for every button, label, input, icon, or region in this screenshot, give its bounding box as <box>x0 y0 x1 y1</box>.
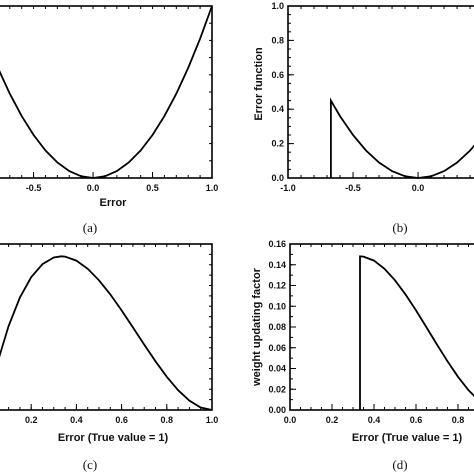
panel-a: -0.5 0.0 0.5 1.0 Error(a) <box>0 5 219 235</box>
series-line-c <box>0 255 213 411</box>
plot-frame-a <box>0 5 213 179</box>
panel-caption: (d) <box>392 457 407 472</box>
panel-caption: (c) <box>83 457 97 472</box>
y-axis-label: Error function <box>253 47 265 121</box>
y-axis-label: weight updating factor <box>251 267 263 387</box>
panel-c: 0.2 0.4 0.6 0.8 1.0 Error (True value = 1) (c) <box>0 243 219 472</box>
y-tick-label: 0.10 <box>268 301 286 311</box>
x-tick-label: 0.2 <box>25 415 38 425</box>
panel-caption: (b) <box>392 220 407 235</box>
x-tick-label: 0.2 <box>326 415 339 425</box>
series-line-a <box>0 5 213 179</box>
y-tick-label: 0.4 <box>271 104 284 114</box>
x-axis-label: Error (True value = 1) <box>58 432 169 444</box>
plot-frame-c <box>0 243 213 411</box>
x-tick-label: 0.8 <box>161 415 174 425</box>
x-tick-label: 0.4 <box>70 415 83 425</box>
y-tick-label: 0.12 <box>268 281 286 291</box>
y-tick-label: 0.02 <box>268 384 286 394</box>
x-tick-label: -1.0 <box>280 183 296 193</box>
x-tick-label: 0.5 <box>146 183 159 193</box>
y-tick-label: 0.04 <box>268 364 286 374</box>
y-tick-label: 0.2 <box>271 139 284 149</box>
panel-d: 0.0 0.2 0.4 0.6 0.8 0.00 0.02 0.04 0.06 0.08 0.10 0… <box>251 239 474 472</box>
y-tick-label: 0.08 <box>268 322 286 332</box>
series-line-b <box>329 97 474 179</box>
panel-caption: (a) <box>83 220 97 235</box>
y-tick-label: 0.14 <box>268 260 286 270</box>
x-tick-label: 0.8 <box>452 415 465 425</box>
y-tick-label: 0.06 <box>268 343 286 353</box>
x-tick-label: 1.0 <box>206 183 219 193</box>
x-tick-label: -0.5 <box>345 183 361 193</box>
y-tick-label: 0.16 <box>268 239 286 249</box>
x-tick-label: 0.6 <box>115 415 128 425</box>
y-tick-label: 0.8 <box>271 35 284 45</box>
x-tick-label: -0.5 <box>26 183 42 193</box>
plot-frame-d <box>289 243 474 411</box>
x-tick-label: 0.0 <box>284 415 297 425</box>
x-tick-label: 0.4 <box>368 415 381 425</box>
x-axis-label: Error (True value = 1) <box>352 432 463 444</box>
x-tick-label: 1.0 <box>206 415 219 425</box>
y-tick-label: 0.6 <box>271 70 284 80</box>
plot-frame-b <box>287 5 474 179</box>
x-tick-label: 0.0 <box>87 183 100 193</box>
x-tick-label: 0.0 <box>412 183 425 193</box>
y-tick-label: 1.0 <box>271 1 284 11</box>
y-tick-label: 0.0 <box>271 173 284 183</box>
series-line-d <box>359 255 474 410</box>
y-tick-label: 0.00 <box>268 405 286 415</box>
x-tick-label: 0.6 <box>410 415 423 425</box>
x-axis-label: Error <box>100 197 128 209</box>
